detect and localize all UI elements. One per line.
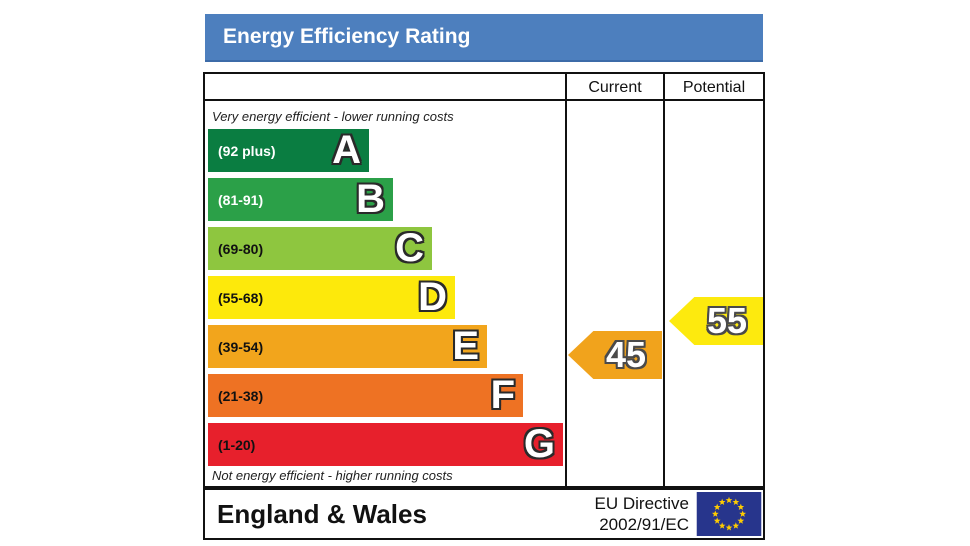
chart-title: Energy Efficiency Rating	[205, 14, 763, 62]
current-rating-arrow: 45	[568, 331, 662, 379]
band-letter: A	[332, 128, 361, 172]
rating-band: (1-20) G	[208, 423, 563, 466]
band-letter: G	[523, 422, 555, 466]
potential-column-divider	[663, 74, 665, 486]
rating-band: (21-38) F	[208, 374, 523, 417]
band-range-label: (21-38)	[218, 387, 264, 404]
region-label: England & Wales	[217, 498, 427, 529]
eu-directive-line2: 2002/91/EC	[599, 515, 689, 534]
table-body: Very energy efficient - lower running co…	[205, 103, 763, 486]
column-header-potential: Potential	[682, 79, 746, 96]
rating-band: (92 plus) A	[208, 129, 369, 172]
top-note: Very energy efficient - lower running co…	[212, 109, 454, 124]
footer-row: England & Wales EU Directive 2002/91/EC	[203, 488, 765, 540]
band-letter: D	[418, 275, 447, 319]
column-header-current: Current	[588, 79, 642, 96]
rating-band: (81-91) B	[208, 178, 393, 221]
eu-flag-icon	[696, 492, 762, 536]
current-rating-value: 45	[605, 334, 647, 375]
band-letter: F	[490, 373, 515, 417]
eu-directive-label: EU Directive 2002/91/EC	[595, 493, 689, 535]
band-range-label: (1-20)	[218, 436, 256, 453]
rating-bands: (92 plus) A (81-91) B (69-80) C (55-68) …	[208, 129, 563, 472]
band-range-label: (69-80)	[218, 240, 264, 257]
potential-rating-value: 55	[706, 300, 748, 341]
epc-chart-panel: Energy Efficiency Rating Current Potenti…	[203, 14, 765, 540]
band-letter: B	[356, 177, 385, 221]
eu-directive-line1: EU Directive	[594, 494, 689, 513]
rating-band: (55-68) D	[208, 276, 455, 319]
table-header-row: Current Potential	[205, 74, 763, 101]
bottom-note: Not energy efficient - higher running co…	[212, 468, 453, 483]
potential-rating-arrow: 55	[669, 297, 763, 345]
rating-table: Current Potential Very energy efficient …	[203, 72, 765, 488]
rating-band: (39-54) E	[208, 325, 487, 368]
band-range-label: (81-91)	[218, 191, 264, 208]
band-letter: E	[452, 324, 479, 368]
band-range-label: (39-54)	[218, 338, 264, 355]
band-range-label: (55-68)	[218, 289, 264, 306]
band-range-label: (92 plus)	[218, 142, 276, 159]
current-column-divider	[565, 74, 567, 486]
band-letter: C	[395, 226, 424, 270]
rating-band: (69-80) C	[208, 227, 432, 270]
